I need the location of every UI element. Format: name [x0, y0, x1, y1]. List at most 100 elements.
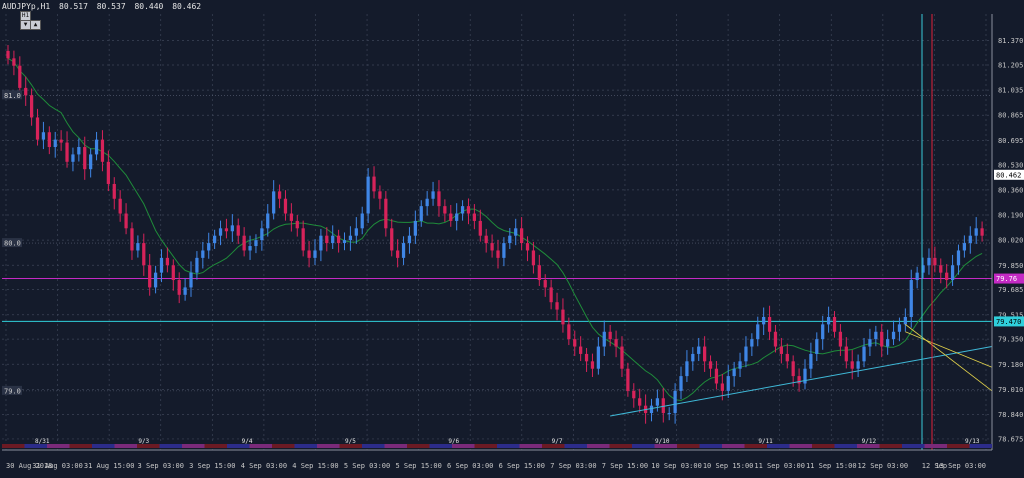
- day-strip-segment: [632, 444, 655, 448]
- candle-body: [348, 235, 353, 241]
- candle-body: [148, 265, 152, 288]
- candle-body: [531, 250, 536, 266]
- candle-body: [59, 139, 63, 143]
- candle-body: [708, 361, 713, 369]
- candle-body: [821, 324, 825, 340]
- day-strip-segment: [677, 444, 700, 448]
- candle-body: [342, 240, 347, 244]
- candle-body: [24, 87, 28, 96]
- price-tag-bg: [994, 273, 1024, 284]
- candle-body: [673, 390, 677, 414]
- y-tick-label: 81.035: [998, 87, 1023, 95]
- level-label: 80.0: [4, 240, 21, 248]
- trend-line: [610, 346, 993, 417]
- x-tick-label: 6 Sep 15:00: [499, 462, 545, 470]
- day-strip-segment: [317, 444, 340, 448]
- candle-body: [12, 58, 16, 66]
- day-strip-segment: [699, 444, 722, 448]
- candle-body: [437, 191, 441, 207]
- candle-body: [401, 243, 406, 258]
- y-tick-label: 80.020: [998, 237, 1023, 245]
- candle-body: [106, 161, 110, 184]
- candle-body: [218, 228, 223, 236]
- day-strip-segment: [92, 444, 115, 448]
- y-tick-label: 80.695: [998, 137, 1023, 145]
- candle-body: [407, 235, 412, 244]
- candle-body: [614, 339, 618, 347]
- day-label: 9/10: [655, 438, 670, 445]
- candle-body: [519, 228, 524, 244]
- day-strip-segment: [182, 444, 205, 448]
- candle-body: [118, 198, 122, 214]
- day-strip-segment: [137, 444, 160, 448]
- candle-body: [89, 154, 93, 170]
- candle-body: [431, 191, 435, 199]
- x-tick-label: 30 Aug 2018: [6, 462, 52, 470]
- candle-body: [573, 339, 577, 347]
- candle-body: [915, 272, 919, 281]
- day-strip-segment: [407, 444, 430, 448]
- y-tick-label: 81.370: [998, 37, 1023, 45]
- scroll-up-icon[interactable]: ▲: [30, 20, 41, 30]
- candle-body: [336, 235, 341, 244]
- candle-body: [543, 280, 547, 288]
- candle-body: [555, 302, 559, 310]
- day-strip-segment: [654, 444, 677, 448]
- candle-body: [41, 132, 46, 140]
- channel-line: [905, 331, 993, 368]
- candle-body: [496, 250, 500, 258]
- candle-body: [77, 147, 81, 155]
- quote-low: 80.440: [134, 2, 164, 11]
- quote-high: 80.537: [96, 2, 126, 11]
- candle-body: [53, 139, 57, 148]
- day-strip-segment: [969, 444, 992, 448]
- day-strip-segment: [24, 444, 47, 448]
- x-tick-label: 31 Aug 03:00: [32, 462, 83, 470]
- level-label-bg: [2, 238, 22, 248]
- candle-body: [903, 316, 907, 325]
- day-strip-segment: [609, 444, 632, 448]
- candle-body: [455, 213, 459, 221]
- day-strip-segment: [384, 444, 407, 448]
- x-tick-label: 4 Sep 03:00: [241, 462, 287, 470]
- candle-body: [980, 228, 984, 236]
- candle-body: [490, 243, 494, 251]
- x-tick-label: 12 Sep: [922, 462, 947, 470]
- candle-body: [65, 142, 69, 162]
- x-tick-label: 5 Sep 03:00: [344, 462, 390, 470]
- candle-body: [413, 220, 417, 236]
- candle-body: [880, 331, 884, 347]
- day-strip-segment: [767, 444, 790, 448]
- candle-body: [236, 225, 240, 236]
- candle-body: [838, 331, 843, 347]
- day-strip-segment: [47, 444, 70, 448]
- candle-body: [466, 206, 471, 214]
- axes: 81.370 81.205 81.035 80.865 80.695 80.530 80.3…: [2, 14, 1024, 470]
- day-strip-segment: [452, 444, 475, 448]
- candle-body: [785, 353, 789, 362]
- candle-body: [832, 316, 837, 332]
- candle-body: [968, 235, 972, 244]
- candle-body: [638, 398, 642, 406]
- candle-body: [94, 139, 99, 155]
- y-tick-label: 78.675: [998, 435, 1023, 443]
- candle-body: [71, 154, 75, 162]
- y-tick-label: 79.180: [998, 361, 1023, 369]
- candle-body: [549, 287, 553, 303]
- candle-body: [425, 198, 429, 207]
- day-strip-segment: [542, 444, 565, 448]
- candle-body: [567, 324, 571, 340]
- candle-body: [266, 213, 270, 229]
- chart-symbol: AUDJPYp,H1: [2, 2, 51, 11]
- candle-body: [655, 398, 660, 406]
- candle-body: [762, 316, 766, 325]
- candle-body: [956, 250, 961, 266]
- candle-body: [579, 346, 583, 354]
- y-tick-label: 79.850: [998, 262, 1023, 270]
- day-strip-segment: [114, 444, 137, 448]
- candle-body: [171, 265, 175, 281]
- candle-body: [525, 243, 530, 251]
- candle-body: [514, 228, 518, 236]
